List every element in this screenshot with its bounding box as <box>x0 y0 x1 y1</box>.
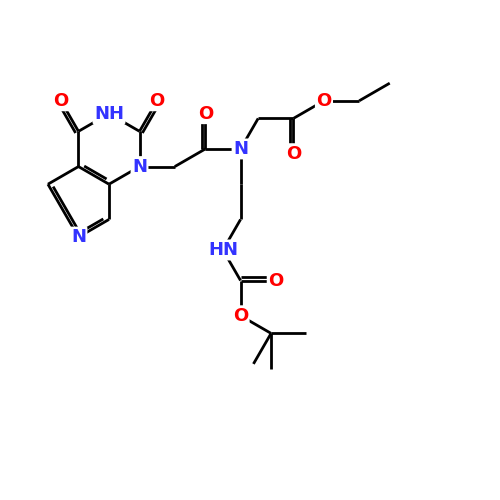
Text: O: O <box>268 272 283 289</box>
Text: N: N <box>71 228 86 246</box>
Text: NH: NH <box>94 104 124 122</box>
Text: N: N <box>233 140 248 158</box>
Text: O: O <box>286 144 301 162</box>
Text: HN: HN <box>208 241 238 259</box>
Text: O: O <box>198 104 213 122</box>
Text: O: O <box>316 92 332 110</box>
Text: O: O <box>233 307 248 325</box>
Text: O: O <box>53 92 68 110</box>
Text: O: O <box>150 92 165 110</box>
Text: N: N <box>132 158 147 176</box>
